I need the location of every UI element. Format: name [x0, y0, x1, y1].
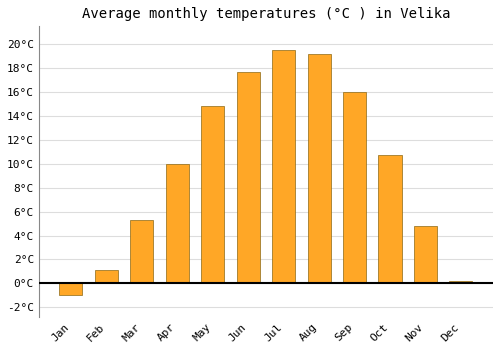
Title: Average monthly temperatures (°C ) in Velika: Average monthly temperatures (°C ) in Ve…	[82, 7, 450, 21]
Bar	[201, 106, 224, 284]
Bar	[95, 270, 118, 284]
Bar	[236, 72, 260, 284]
Bar	[272, 50, 295, 284]
Bar	[130, 220, 154, 284]
Bar	[414, 226, 437, 284]
Bar	[343, 92, 366, 284]
Bar	[60, 284, 82, 295]
Bar	[450, 281, 472, 284]
Bar	[308, 54, 330, 284]
Bar	[166, 164, 189, 284]
Bar	[378, 155, 402, 284]
